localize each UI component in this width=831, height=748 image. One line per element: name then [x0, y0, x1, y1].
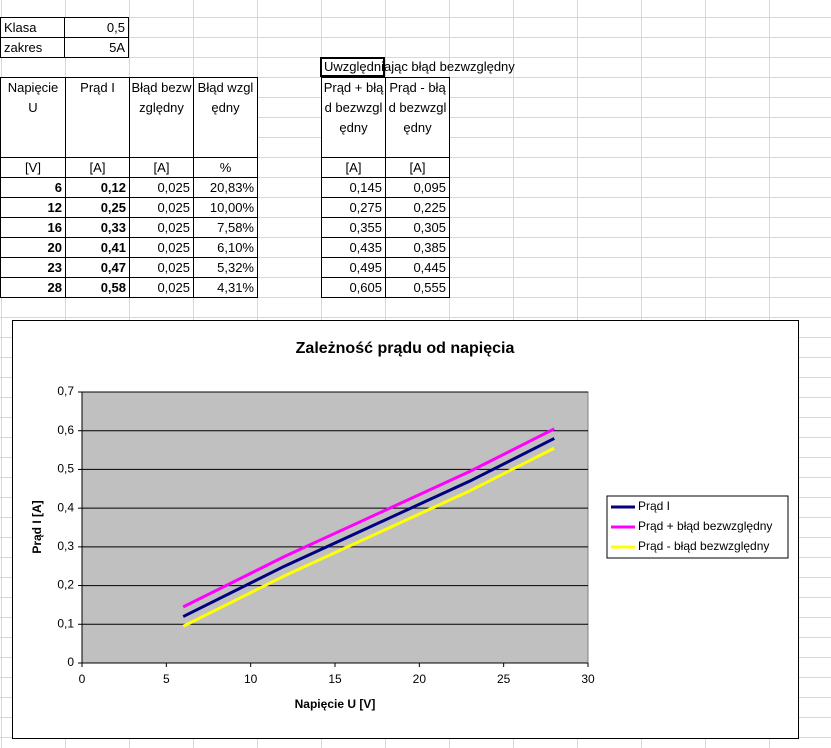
selected-cell[interactable] — [320, 57, 385, 77]
legend-label: Prąd I — [638, 499, 670, 513]
y-tick-label: 0,6 — [57, 423, 74, 437]
chart-title: Zależność prądu od napięcia — [296, 340, 515, 357]
y-tick-label: 0,1 — [57, 616, 74, 630]
column-header: Błąd względny — [193, 77, 258, 158]
series-line — [182, 427, 555, 609]
data-cell: 5,32% — [193, 257, 258, 278]
data-cell: 0,58 — [65, 277, 130, 298]
unit-cell: [A] — [321, 157, 386, 178]
column-header: Prąd I — [65, 77, 130, 158]
data-cell: 0,025 — [129, 217, 194, 238]
data-cell: 16 — [0, 217, 66, 238]
data-cell: 0,225 — [385, 197, 450, 218]
data-cell: 20,83% — [193, 177, 258, 198]
data-cell: 20 — [0, 237, 66, 258]
y-tick-label: 0,7 — [57, 384, 74, 398]
chart: Zależność prądu od napięcia Napięcie U [… — [12, 320, 799, 739]
column-header: Błąd bezwzględny — [129, 77, 194, 158]
data-cell: 6,10% — [193, 237, 258, 258]
unit-cell: % — [193, 157, 258, 178]
data-cell: 4,31% — [193, 277, 258, 298]
data-cell: 23 — [0, 257, 66, 278]
data-cell: 0,095 — [385, 177, 450, 198]
data-cell: 6 — [0, 177, 66, 198]
data-cell: 0,25 — [65, 197, 130, 218]
data-cell: 0,025 — [129, 197, 194, 218]
info-value: 0,5 — [64, 17, 129, 38]
data-cell: 0,605 — [321, 277, 386, 298]
x-tick-label: 30 — [581, 672, 595, 686]
y-tick-label: 0,4 — [57, 500, 74, 514]
data-cell: 10,00% — [193, 197, 258, 218]
x-tick-label: 25 — [497, 672, 511, 686]
data-cell: 0,145 — [321, 177, 386, 198]
x-tick-label: 15 — [328, 672, 342, 686]
unit-cell: [A] — [129, 157, 194, 178]
x-tick-label: 10 — [244, 672, 258, 686]
plot-area — [81, 391, 589, 664]
unit-cell: [A] — [385, 157, 450, 178]
unit-cell: [A] — [65, 157, 130, 178]
unit-cell: [V] — [0, 157, 66, 178]
info-value: 5A — [64, 37, 129, 58]
data-cell: 0,355 — [321, 217, 386, 238]
y-axis-title: Prąd I [A] — [30, 500, 44, 553]
y-tick-label: 0,2 — [57, 578, 74, 592]
data-cell: 0,025 — [129, 237, 194, 258]
data-cell: 0,12 — [65, 177, 130, 198]
column-header: Prąd + błąd bezwzględny — [321, 77, 386, 158]
data-cell: 0,305 — [385, 217, 450, 238]
y-tick-label: 0 — [67, 655, 74, 669]
series-line — [182, 437, 555, 618]
x-axis-title: Napięcie U [V] — [295, 697, 376, 711]
data-cell: 0,025 — [129, 257, 194, 278]
column-header: Napięcie U — [0, 77, 66, 158]
data-cell: 0,445 — [385, 257, 450, 278]
note: Uwzględniając błąd bezwzględny — [324, 59, 515, 74]
data-cell: 0,47 — [65, 257, 130, 278]
data-cell: 0,385 — [385, 237, 450, 258]
data-cell: 0,275 — [321, 197, 386, 218]
x-tick-label: 5 — [163, 672, 170, 686]
series-line — [182, 446, 555, 628]
data-cell: 0,025 — [129, 177, 194, 198]
data-cell: 0,555 — [385, 277, 450, 298]
legend-label: Prąd + błąd bezwzględny — [638, 519, 772, 533]
y-tick-label: 0,3 — [57, 539, 74, 553]
info-label: zakres — [0, 37, 65, 58]
data-cell: 0,495 — [321, 257, 386, 278]
data-cell: 0,025 — [129, 277, 194, 298]
data-cell: 0,33 — [65, 217, 130, 238]
data-cell: 12 — [0, 197, 66, 218]
column-header: Prąd - błąd bezwzględny — [385, 77, 450, 158]
data-cell: 7,58% — [193, 217, 258, 238]
info-label: Klasa — [0, 17, 65, 38]
data-cell: 0,435 — [321, 237, 386, 258]
data-cell: 0,41 — [65, 237, 130, 258]
legend-label: Prąd - błąd bezwzględny — [638, 539, 769, 553]
data-cell: 28 — [0, 277, 66, 298]
y-tick-label: 0,5 — [57, 462, 74, 476]
x-tick-label: 20 — [413, 672, 427, 686]
legend-box — [606, 495, 789, 559]
x-tick-label: 0 — [79, 672, 86, 686]
